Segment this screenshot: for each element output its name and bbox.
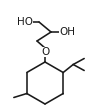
Text: HO: HO [17,17,33,27]
Text: O: O [41,47,49,57]
Text: OH: OH [59,27,75,37]
